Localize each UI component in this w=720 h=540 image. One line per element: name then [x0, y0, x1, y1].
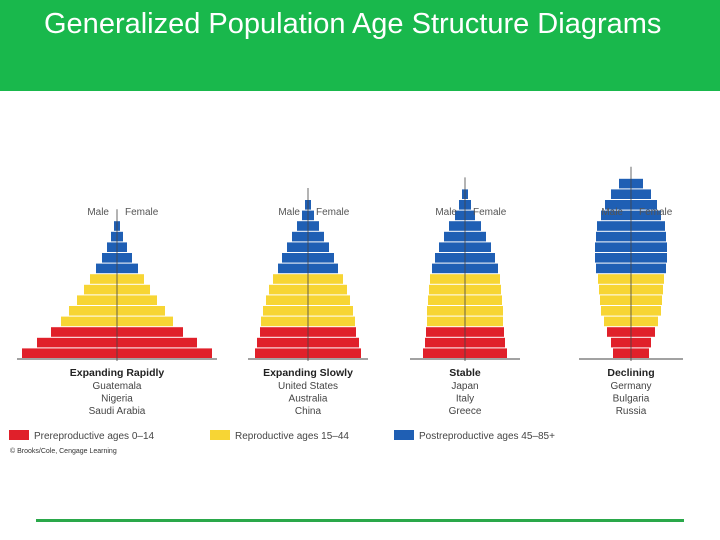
legend-item-reproductive: Reproductive ages 15–44 [210, 430, 349, 442]
legend-item-prereproductive: Prereproductive ages 0–14 [9, 430, 155, 442]
female-label: Female [473, 207, 507, 218]
male-label: Male [87, 207, 109, 218]
age-structure-diagrams: Male Female Expanding Rapidly Guatemala Nige… [9, 166, 683, 455]
example-country: Australia [289, 394, 328, 405]
age-structure-figure: Male Female Expanding Rapidly Guatemala Nige… [7, 150, 714, 455]
pyramid-title: Expanding Rapidly [70, 367, 165, 379]
legend-swatch [9, 430, 29, 440]
example-country: Guatemala [93, 381, 142, 392]
legend-label: Postreproductive ages 45–85+ [419, 431, 555, 442]
pyramid-expanding-slowly: Male Female Expanding Slowly United States A… [248, 188, 368, 417]
title-banner: Generalized Population Age Structure Dia… [0, 0, 720, 91]
legend-swatch [394, 430, 414, 440]
legend-label: Prereproductive ages 0–14 [34, 431, 155, 442]
example-country: China [295, 406, 322, 417]
pyramid-title: Stable [449, 367, 481, 379]
example-country: Greece [449, 406, 482, 417]
example-country: Japan [451, 381, 478, 392]
bottom-rule [36, 519, 684, 522]
example-country: Russia [616, 406, 647, 417]
female-label: Female [316, 207, 350, 218]
male-label: Male [435, 207, 457, 218]
example-country: Saudi Arabia [89, 406, 146, 417]
legend-swatch [210, 430, 230, 440]
example-country: Bulgaria [613, 394, 650, 405]
example-country: Italy [456, 394, 474, 405]
female-label: Female [125, 207, 159, 218]
legend-item-postreproductive: Postreproductive ages 45–85+ [394, 430, 555, 442]
legend: Prereproductive ages 0–14 Reproductive ag… [9, 430, 555, 442]
copyright-text: © Brooks/Cole, Cengage Learning [10, 447, 117, 455]
male-label: Male [278, 207, 300, 218]
legend-label: Reproductive ages 15–44 [235, 431, 349, 442]
pyramids: Male Female Expanding Rapidly Guatemala Nige… [17, 166, 683, 417]
example-country: United States [278, 381, 338, 392]
male-label: Male [601, 207, 623, 218]
female-label: Female [639, 207, 673, 218]
example-country: Germany [610, 381, 651, 392]
pyramid-title: Expanding Slowly [263, 367, 353, 379]
slide-title: Generalized Population Age Structure Dia… [44, 8, 662, 40]
example-country: Nigeria [101, 394, 133, 405]
pyramid-title: Declining [607, 367, 654, 379]
pyramid-expanding-rapidly: Male Female Expanding Rapidly Guatemala Nige… [17, 207, 217, 417]
